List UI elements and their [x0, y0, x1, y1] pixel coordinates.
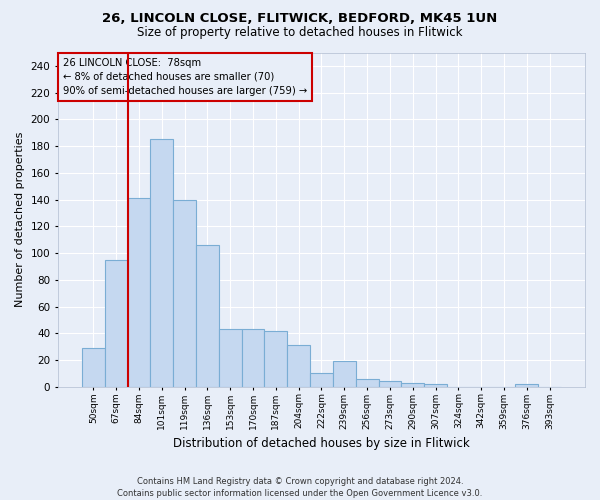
Bar: [401, 382, 424, 386]
Text: 26, LINCOLN CLOSE, FLITWICK, BEDFORD, MK45 1UN: 26, LINCOLN CLOSE, FLITWICK, BEDFORD, MK…: [103, 12, 497, 26]
Bar: [424, 384, 447, 386]
Bar: [196, 245, 219, 386]
Bar: [173, 200, 196, 386]
Bar: [265, 330, 287, 386]
Bar: [515, 384, 538, 386]
Bar: [242, 329, 265, 386]
Bar: [356, 378, 379, 386]
Bar: [128, 198, 151, 386]
Bar: [287, 346, 310, 387]
Bar: [151, 140, 173, 386]
Text: Contains HM Land Registry data © Crown copyright and database right 2024.
Contai: Contains HM Land Registry data © Crown c…: [118, 476, 482, 498]
Bar: [219, 329, 242, 386]
X-axis label: Distribution of detached houses by size in Flitwick: Distribution of detached houses by size …: [173, 437, 470, 450]
Bar: [82, 348, 105, 387]
Bar: [310, 374, 333, 386]
Bar: [105, 260, 128, 386]
Text: Size of property relative to detached houses in Flitwick: Size of property relative to detached ho…: [137, 26, 463, 39]
Y-axis label: Number of detached properties: Number of detached properties: [15, 132, 25, 308]
Bar: [333, 362, 356, 386]
Text: 26 LINCOLN CLOSE:  78sqm
← 8% of detached houses are smaller (70)
90% of semi-de: 26 LINCOLN CLOSE: 78sqm ← 8% of detached…: [63, 58, 307, 96]
Bar: [379, 382, 401, 386]
